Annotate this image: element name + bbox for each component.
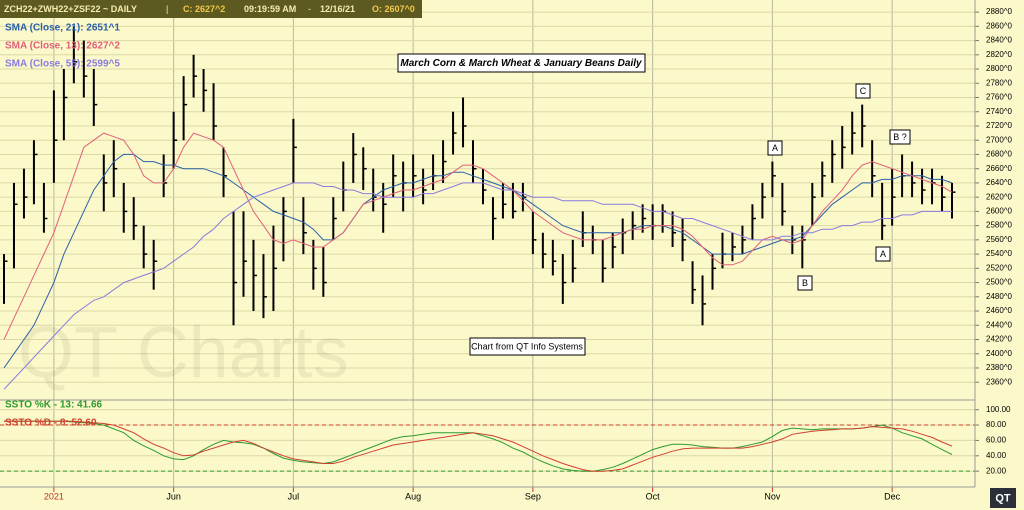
title-box (397, 53, 646, 73)
x-tick-label: Aug (405, 491, 421, 501)
y-tick-label: 2380^0 (986, 363, 1013, 372)
annotation: C (860, 86, 867, 96)
y-tick-label: 2480^0 (986, 292, 1013, 301)
x-tick-label: Dec (884, 491, 901, 501)
y-tick-label: 20.00 (986, 466, 1007, 475)
chart-title: March Corn & March Wheat & January Beans… (400, 58, 642, 69)
x-tick-label: Jul (288, 491, 300, 501)
legend-entry: SSTO %K - 13: 41.66 (5, 400, 103, 411)
header-bar (0, 0, 422, 18)
watermark: QT Charts (18, 313, 349, 393)
y-tick-label: 2620^0 (986, 192, 1013, 201)
y-tick-label: 2520^0 (986, 263, 1013, 272)
y-tick-label: 2880^0 (986, 7, 1013, 16)
legend-entry: SMA (Close, 55): 2599^5 (5, 59, 120, 70)
y-tick-label: 2500^0 (986, 278, 1013, 287)
y-tick-label: 2360^0 (986, 377, 1013, 386)
y-tick-label: 2820^0 (986, 50, 1013, 59)
note: Chart from QT Info Systems (471, 341, 583, 351)
header-dash: - (308, 4, 311, 14)
y-tick-label: 100.00 (986, 405, 1011, 414)
grid-layer (0, 0, 979, 492)
legend-entry: SMA (Close, 13): 2627^2 (5, 41, 120, 52)
line-series (3, 132, 953, 340)
annotation: B ? (893, 132, 907, 142)
y-tick-label: 2760^0 (986, 93, 1013, 102)
x-tick-label: Sep (525, 491, 541, 501)
line-series (4, 420, 953, 472)
annotation: B (802, 278, 808, 288)
legend-entry: SMA (Close, 21): 2651^1 (5, 23, 120, 34)
line-series (4, 420, 953, 472)
legend-entry: SSTO %D - 8: 52.60 (5, 418, 97, 429)
x-tick-label: Jun (166, 491, 181, 501)
logo: QT (995, 492, 1011, 504)
header-sep: | (166, 4, 168, 14)
x-tick-label: Oct (646, 491, 661, 501)
header-time: 09:19:59 AM (244, 4, 296, 14)
annotation-box (797, 275, 813, 291)
y-tick-label: 40.00 (986, 451, 1007, 460)
y-tick-label: 80.00 (986, 420, 1007, 429)
x-tick-label: 2021 (44, 491, 64, 501)
y-tick-label: 2680^0 (986, 150, 1013, 159)
y-tick-label: 2660^0 (986, 164, 1013, 173)
plot-layer: 2021 Jun Jul Aug Sep Oct Nov Dec 2360^0 2380^0 240… (3, 7, 1013, 501)
note-box (469, 337, 586, 356)
annotation-box (875, 246, 891, 262)
annotation-box (855, 83, 871, 99)
annotation: A (772, 143, 778, 153)
header-symbol: ZCH22+ZWH22+ZSF22 ~ DAILY (4, 4, 137, 14)
annotation: A (880, 249, 886, 259)
y-tick-label: 2780^0 (986, 78, 1013, 87)
y-tick-label: 2400^0 (986, 349, 1013, 358)
y-tick-label: 2740^0 (986, 107, 1013, 116)
annotation-box (889, 129, 911, 145)
x-tick-label: Nov (764, 491, 781, 501)
y-tick-label: 2700^0 (986, 135, 1013, 144)
y-tick-label: 2580^0 (986, 221, 1013, 230)
y-tick-label: 2840^0 (986, 36, 1013, 45)
y-tick-label: 2800^0 (986, 64, 1013, 73)
y-tick-label: 60.00 (986, 436, 1007, 445)
header-close: C: 2627^2 (183, 4, 225, 14)
header-open: O: 2607^0 (372, 4, 415, 14)
y-tick-label: 2560^0 (986, 235, 1013, 244)
y-tick-label: 2600^0 (986, 206, 1013, 215)
line-series (3, 182, 952, 390)
annotation-box (767, 140, 783, 156)
y-tick-label: 2540^0 (986, 249, 1013, 258)
y-tick-label: 2440^0 (986, 320, 1013, 329)
y-tick-label: 2420^0 (986, 335, 1013, 344)
y-tick-label: 2720^0 (986, 121, 1013, 130)
y-tick-label: 2640^0 (986, 178, 1013, 187)
logo-box (990, 488, 1016, 508)
header-date: 12/16/21 (320, 4, 355, 14)
y-tick-label: 2460^0 (986, 306, 1013, 315)
line-series (3, 153, 953, 369)
y-tick-label: 2860^0 (986, 21, 1013, 30)
